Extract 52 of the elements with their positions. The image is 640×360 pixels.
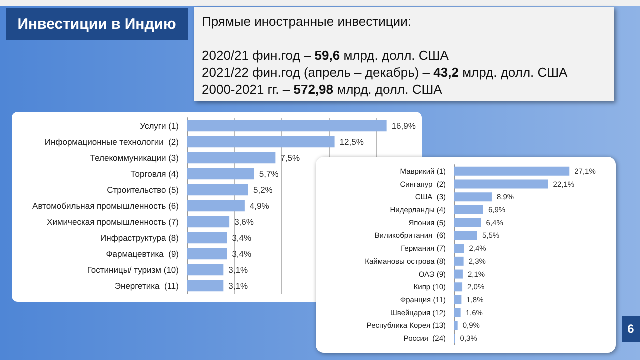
text: 6 <box>622 316 640 342</box>
text: 2000-2021 гг. – 572,98 млрд. долл. США <box>202 81 444 98</box>
bar <box>454 166 570 176</box>
y-tick-label: Химическая промышленность (7) <box>47 217 180 227</box>
data-label: 5,2% <box>253 185 274 195</box>
data-label: 3,4% <box>232 233 252 243</box>
y-tick-label: Гостиницы/ туризм (10) <box>87 265 180 275</box>
y-tick-label: Информационные технологии (2) <box>44 137 180 147</box>
text: 2020/21 фин.год – 59,6 млрд. долл. США <box>202 47 450 64</box>
bar <box>454 270 463 279</box>
data-label: 16,9% <box>392 121 416 131</box>
y-tick-label: Телекоммуникации (3) <box>90 153 180 163</box>
data-label: 7,5% <box>280 153 300 163</box>
data-label: 3,1% <box>228 281 248 291</box>
bar <box>187 152 276 164</box>
bar <box>454 282 463 292</box>
data-label: 3,4% <box>232 249 252 259</box>
data-label: 4,9% <box>250 201 270 211</box>
y-tick-label: Услуги (1) <box>140 121 180 131</box>
text: Прямые иностранные инвестиции: <box>202 13 412 30</box>
bar <box>454 192 492 202</box>
data-label: 3,1% <box>228 265 248 275</box>
bar <box>187 264 224 276</box>
bar <box>454 296 462 304</box>
text: 2021/22 фин.год (апрель – декабрь) – 43,2 млрд. долл. США <box>202 64 569 81</box>
bar <box>454 180 548 189</box>
bar <box>187 280 224 292</box>
bar <box>454 308 461 318</box>
bar <box>454 321 458 330</box>
bar <box>187 216 230 228</box>
y-tick-label: Строительство (5) <box>107 185 180 195</box>
bar <box>187 232 228 244</box>
y-tick-label: Фармацевтика (9) <box>106 249 180 259</box>
bar <box>187 184 248 196</box>
data-label: 5,7% <box>259 169 280 179</box>
data-label: 3,6% <box>234 217 254 227</box>
bar <box>187 248 228 260</box>
bar <box>454 256 464 266</box>
bar <box>454 244 464 254</box>
bar <box>187 120 387 132</box>
y-tick-label: Инфраструктура (8) <box>100 233 180 243</box>
data-label: 12,5% <box>340 137 364 147</box>
bar <box>187 200 245 212</box>
y-tick-label: Энергетика (11) <box>114 281 180 291</box>
bar <box>454 231 478 240</box>
y-tick-label: Торговля (4) <box>130 169 180 179</box>
bar <box>187 168 254 180</box>
y-tick-label: Автомобильная промышленность (6) <box>32 201 180 211</box>
bar <box>454 218 482 228</box>
bar <box>454 206 484 214</box>
bar <box>187 136 335 148</box>
text: Инвестиции в Индию <box>6 8 188 40</box>
